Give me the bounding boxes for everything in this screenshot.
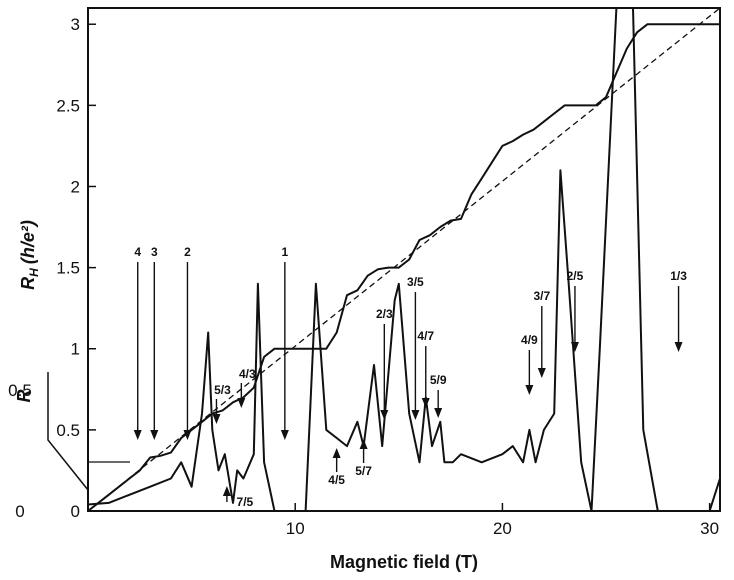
y-axis-title-units: (h/e²) [18, 220, 38, 264]
annotation-arrow-2-head [183, 430, 192, 440]
annotation-label: 3/7 [533, 289, 550, 303]
annotation-side-arrow-1-head [237, 398, 246, 408]
annotation-bottom-arrow-0-head [332, 448, 341, 458]
annotation-label: 4/7 [417, 329, 434, 343]
annotation-arrow-11-head [674, 342, 683, 352]
r-axis-line [47, 372, 89, 491]
annotation-label: 2/5 [567, 269, 584, 283]
series-group [87, 7, 721, 512]
series-line-2 [87, 7, 721, 512]
x-tick-label: 20 [493, 519, 512, 538]
y-tick-label: 0 [71, 502, 80, 521]
annotation-label: 4/3 [239, 367, 256, 381]
y-tick-label: 0.5 [56, 421, 80, 440]
y-tick-label: 2.5 [56, 96, 80, 115]
y-axis-title-rh: RH (h/e²) [18, 220, 41, 290]
annotation-arrow-5-head [411, 410, 420, 420]
annotation-arrow-10-head [570, 342, 579, 352]
annotation-bottom-arrow-2-head [222, 486, 231, 496]
annotation-arrow-6-head [421, 398, 430, 408]
y-axis-ticks: 0 0.5 1 1.5 2 2.5 3 0 0.5 [8, 15, 96, 521]
r-tick-label: 0.5 [8, 381, 32, 400]
r-tick-label: 0 [15, 502, 24, 521]
annotation-arrow-1-head [150, 430, 159, 440]
annotation-arrow-8-head [525, 385, 534, 395]
annotation-label: 1 [282, 245, 289, 259]
annotation-label: 2/3 [376, 307, 393, 321]
annotation-arrow-4-head [380, 410, 389, 420]
annotation-label: 1/3 [670, 269, 687, 283]
annotation-label: 5/3 [214, 383, 231, 397]
x-tick-label: 10 [286, 519, 305, 538]
reference-dashed-line [87, 7, 721, 512]
annotation-label: 4/9 [521, 333, 538, 347]
plot-frame [87, 7, 721, 512]
annotation-side-arrow-0-head [212, 414, 221, 424]
x-axis-title: Magnetic field (T) [330, 552, 478, 572]
y-tick-label: 2 [71, 177, 80, 196]
annotation-label: 5/9 [430, 373, 447, 387]
y-axis-title-r: R [14, 390, 34, 403]
annotation-label: 2 [184, 245, 191, 259]
annotation-arrow-3-head [280, 430, 289, 440]
y-axis-title-sub: H [27, 268, 41, 277]
annotation-label: 3/5 [407, 275, 424, 289]
annotation-arrow-7-head [434, 408, 443, 418]
x-tick-label: 30 [700, 519, 719, 538]
annotation-label: 5/7 [355, 464, 372, 478]
svg-text:RH(h/e²): RH (h/e²) [18, 220, 41, 290]
annotation-label: 3 [151, 245, 158, 259]
y-tick-label: 1 [71, 340, 80, 359]
y-tick-label: 3 [71, 15, 80, 34]
y-tick-label: 1.5 [56, 259, 80, 278]
annotation-label: 7/5 [237, 495, 254, 509]
annotation-label: 4/5 [328, 473, 345, 487]
y-axis-title-main: R [18, 277, 38, 290]
series-line-1 [87, 23, 720, 512]
annotation-arrow-9-head [537, 368, 546, 378]
annotation-bottom-arrow-1-head [359, 439, 368, 449]
annotation-arrow-0-head [133, 430, 142, 440]
x-axis-ticks: 10 20 30 [286, 503, 719, 538]
annotations: 4 3 2 1 2/3 3/5 4/7 5/9 4/9 3/7 2/5 1/3 5/3 4/3 4/5 5/7… [133, 245, 687, 509]
annotation-label: 4 [134, 245, 141, 259]
